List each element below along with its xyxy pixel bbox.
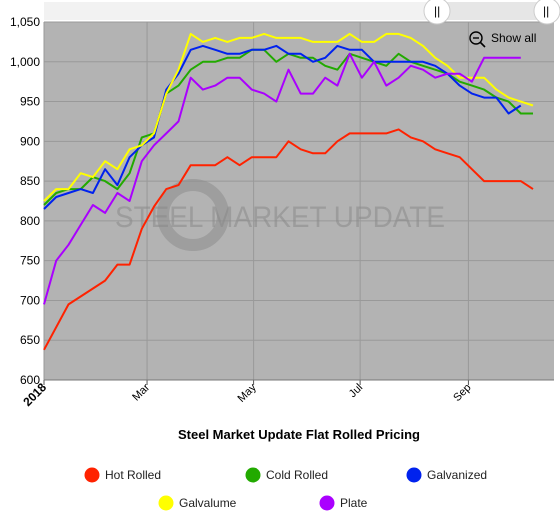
series-line-galvanized [43, 44, 522, 210]
legend-label-plate: Plate [340, 496, 368, 510]
legend-swatch-plate [319, 495, 335, 511]
y-tick-label: 950 [20, 95, 40, 109]
watermark-logo: STEEL MARKET UPDATE [115, 179, 445, 251]
x-axis: 2018 Mar May Jul Sep [20, 379, 554, 409]
navigator-left-grip: || [434, 4, 440, 18]
series-layer [43, 32, 534, 351]
legend-label-galvanized: Galvanized [427, 468, 487, 482]
y-tick-label: 900 [20, 134, 40, 148]
y-tick-label: 850 [20, 174, 40, 188]
series-line-plate [43, 52, 521, 305]
navigator-range[interactable] [44, 2, 434, 20]
show-all-button[interactable]: Show all [469, 31, 536, 48]
legend: Hot Rolled Cold Rolled Galvanized Galvalume… [84, 467, 487, 511]
y-tick-label: 750 [20, 254, 40, 268]
x-tick-label: May [236, 381, 260, 405]
x-tick-label: Sep [451, 382, 473, 404]
y-axis: 600 650 700 750 800 850 900 950 1,000 1,050 [10, 15, 40, 387]
chart-title: Steel Market Update Flat Rolled Pricing [178, 427, 420, 442]
series-line-hot-rolled [43, 128, 534, 351]
navigator-left-handle[interactable] [423, 0, 451, 25]
legend-swatch-galvalume [158, 495, 174, 511]
legend-label-galvalume: Galvalume [179, 496, 237, 510]
y-tick-label: 700 [20, 293, 40, 307]
legend-swatch-galvanized [406, 467, 422, 483]
watermark-text: STEEL MARKET UPDATE [115, 201, 445, 234]
x-tick-label: Mar [130, 381, 152, 403]
y-tick-label: 1,050 [10, 15, 40, 29]
legend-swatch-hot-rolled [84, 467, 100, 483]
navigator-right-grip: || [543, 4, 549, 18]
zoom-out-icon-handle [479, 41, 486, 48]
legend-label-cold-rolled: Cold Rolled [266, 468, 328, 482]
y-tick-label: 600 [20, 373, 40, 387]
y-tick-label: 800 [20, 214, 40, 228]
series-line-galvalume [43, 32, 534, 202]
y-tick-label: 1,000 [10, 55, 40, 69]
y-tick-label: 650 [20, 333, 40, 347]
navigator-right-handle[interactable] [533, 0, 560, 25]
zoom-out-icon [469, 31, 483, 45]
legend-label-hot-rolled: Hot Rolled [105, 468, 161, 482]
show-all-label: Show all [491, 31, 536, 45]
legend-swatch-cold-rolled [245, 467, 261, 483]
x-tick-label: Jul [347, 382, 365, 400]
